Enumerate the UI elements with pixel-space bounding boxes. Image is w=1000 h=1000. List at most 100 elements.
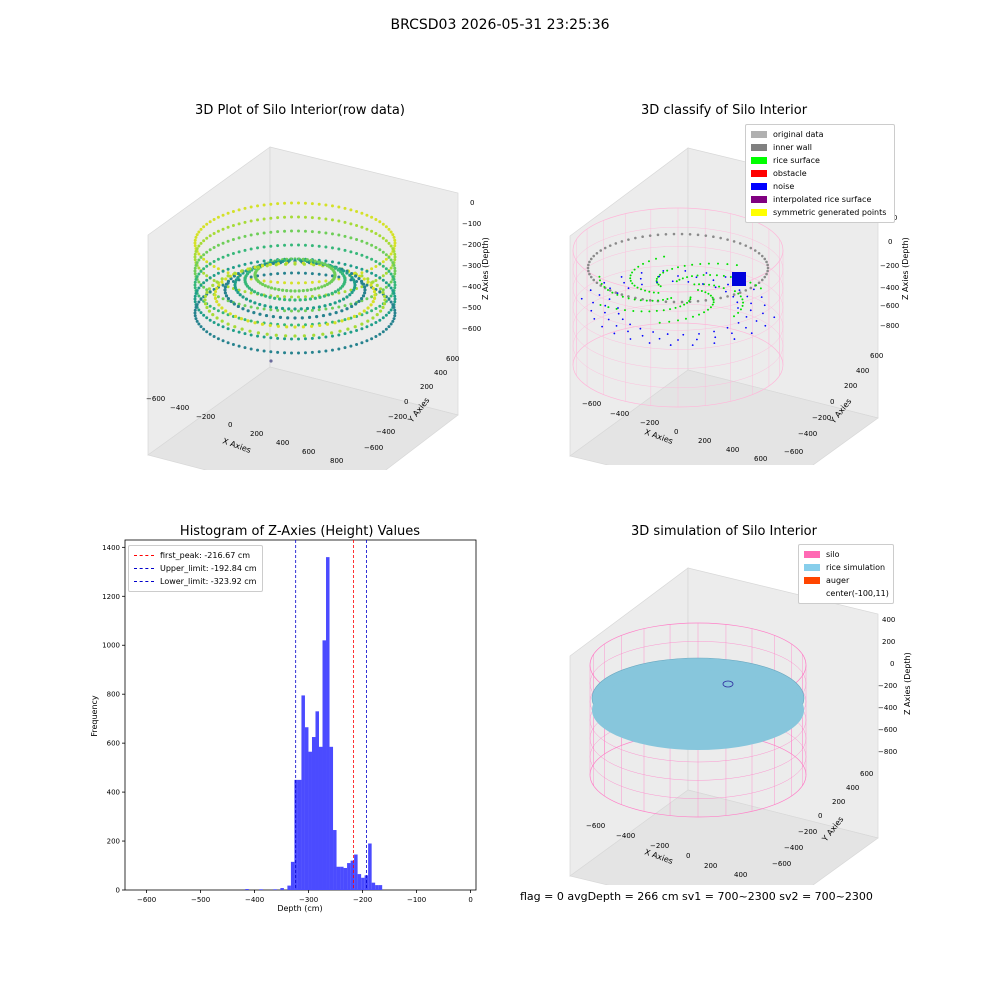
point-marker [357,299,361,303]
point-marker [355,251,359,255]
point-marker [389,308,393,312]
point-marker [296,229,300,233]
p4-ztick-5: −600 [878,726,897,734]
point-marker [731,332,733,335]
point-marker [293,307,297,311]
point-marker [391,289,395,293]
point-marker [713,330,715,333]
point-marker [370,267,374,271]
point-marker [243,318,247,322]
point-marker [387,241,391,245]
point-marker [655,309,658,312]
point-marker [283,334,288,338]
point-marker [737,321,740,324]
point-marker [391,247,395,251]
point-marker [726,326,729,329]
point-marker [276,216,280,220]
point-marker [352,271,357,276]
point-marker [262,307,266,311]
point-marker [194,249,198,253]
point-marker [326,293,331,297]
point-marker [738,291,742,294]
point-marker [365,339,369,343]
point-marker [648,299,652,302]
point-marker [393,269,397,273]
point-marker [333,290,338,294]
point-marker [765,260,768,264]
point-marker [197,252,201,256]
point-marker [226,271,230,275]
point-marker [387,283,391,287]
point-marker [712,301,715,304]
point-marker [226,327,230,331]
point-marker [664,300,668,303]
point-marker [389,300,393,304]
point-marker [216,229,220,233]
legend-entry: noise [751,180,889,193]
point-marker [374,265,378,269]
point-marker [675,280,678,283]
point-marker [393,286,397,290]
point-marker [303,229,307,233]
point-marker [696,274,699,277]
point-marker [391,275,395,279]
point-marker [640,271,643,274]
point-marker [324,231,328,235]
point-marker [366,306,370,310]
point-marker [375,283,379,287]
point-marker [213,293,217,297]
p2-ytick-5: 400 [856,367,869,375]
panel2-title: 3D classify of Silo Interior [640,103,808,118]
point-marker [212,265,216,269]
point-marker [349,222,353,226]
point-marker [693,283,696,286]
point-marker [283,351,287,355]
point-marker [719,236,722,240]
p4-xtick-5: 400 [734,871,747,879]
point-marker [283,262,288,266]
point-marker [737,292,740,295]
point-marker [749,309,752,312]
point-marker [330,291,334,295]
point-marker [337,261,341,265]
point-marker [278,315,283,319]
point-marker [320,285,324,289]
point-marker [662,298,664,301]
point-marker [303,201,307,205]
point-marker [323,284,327,288]
point-marker [224,294,229,298]
point-marker [243,346,247,350]
histogram-bar [329,746,334,890]
point-marker [229,299,233,303]
p4-ytick-0: −600 [772,860,791,868]
point-marker [381,250,385,254]
point-marker [226,225,230,229]
point-marker [249,347,253,351]
point-marker [371,280,375,284]
point-marker [205,330,209,334]
point-marker [283,295,287,299]
point-marker [213,296,218,300]
point-marker [330,306,334,310]
point-marker [320,261,324,265]
point-marker [588,260,591,264]
point-marker [231,209,235,213]
point-marker [305,258,309,262]
point-marker [194,235,198,239]
point-marker [392,317,396,321]
point-marker [698,332,700,335]
point-marker [317,216,321,220]
point-marker [193,255,197,259]
point-marker [705,272,708,274]
point-marker [764,324,767,327]
point-marker [193,266,197,270]
point-marker [360,239,364,243]
point-marker [589,275,593,279]
histogram-bar [333,830,337,890]
point-marker [290,215,294,219]
histogram-bar [322,640,327,890]
point-marker [709,294,712,297]
point-marker [684,270,687,272]
point-marker [313,296,317,300]
point-marker [717,262,719,265]
